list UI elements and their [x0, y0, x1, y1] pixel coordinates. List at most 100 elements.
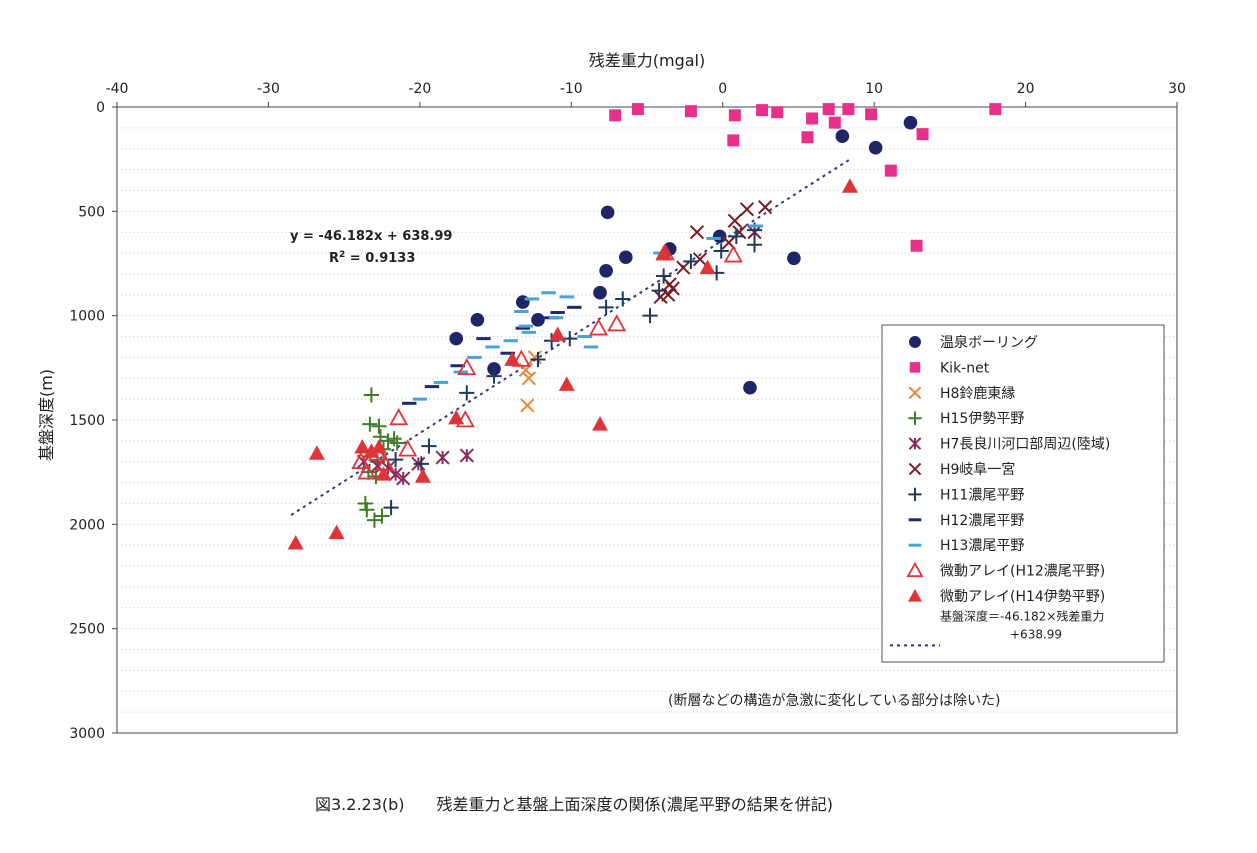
data-point [758, 200, 773, 215]
data-point [363, 443, 380, 458]
data-point [743, 380, 757, 395]
legend-marker [908, 462, 922, 476]
data-point [389, 435, 405, 451]
data-point [600, 205, 615, 220]
y-tick-label: 0 [96, 100, 105, 116]
data-point [558, 376, 575, 391]
data-point [351, 451, 371, 470]
data-point [366, 512, 383, 528]
data-point [435, 450, 450, 465]
legend-label: H7長良川河口部周辺(陸域) [940, 437, 1110, 453]
series-11 [287, 178, 858, 550]
data-point [354, 439, 371, 454]
r-squared-prefix: R [329, 251, 339, 266]
x-axis-ticks: -40 -30 -20 -10 0 10 20 30 [106, 81, 1186, 107]
data-point [692, 252, 708, 267]
data-point [421, 438, 437, 454]
data-point [828, 116, 841, 129]
data-point [841, 178, 858, 193]
series-10 [351, 243, 743, 480]
y-tick-label: 500 [78, 204, 105, 220]
data-point [549, 326, 566, 341]
data-point [521, 371, 536, 386]
data-point [723, 245, 743, 263]
data-point [531, 313, 545, 327]
x-tick-label: 20 [1017, 81, 1035, 97]
data-point [593, 285, 607, 300]
r-squared-value: = 0.9133 [345, 251, 415, 266]
data-point [642, 308, 658, 324]
data-point [689, 225, 705, 240]
data-point [656, 268, 672, 284]
data-points [287, 103, 1002, 550]
r-squared-superscript: 2 [339, 250, 345, 260]
data-point [916, 128, 929, 141]
x-tick-label: -40 [106, 81, 129, 97]
x-tick-label: -30 [257, 81, 280, 97]
legend-label: 微動アレイ(H14伊勢平野) [940, 589, 1105, 605]
y-tick-label: 1000 [69, 309, 105, 325]
data-point [459, 448, 474, 463]
data-point [728, 228, 744, 244]
data-point [631, 103, 644, 116]
data-point [457, 357, 477, 376]
y-tick-label: 2000 [69, 517, 105, 533]
legend-label: H9岐阜一宮 [940, 461, 1015, 478]
data-point [609, 109, 622, 122]
data-point [801, 131, 814, 144]
series-9 [412, 224, 764, 401]
r-squared-label: R2 = 0.9133 [329, 250, 415, 266]
data-point [398, 439, 418, 457]
legend-marker [906, 561, 924, 578]
data-point [713, 243, 729, 259]
data-point [665, 281, 680, 296]
series-1 [449, 115, 918, 395]
data-point [835, 129, 850, 144]
legend-label: H11濃尾平野 [940, 487, 1024, 503]
data-point [712, 229, 727, 244]
data-point [486, 368, 502, 384]
data-point [651, 283, 667, 299]
data-point [676, 260, 691, 275]
data-point [806, 112, 819, 125]
data-point [357, 495, 373, 512]
data-point [598, 299, 614, 315]
data-point [683, 253, 699, 270]
data-point [383, 500, 399, 516]
legend-trendline-label-cont: +638.99 [1010, 627, 1062, 641]
data-point [287, 535, 304, 550]
data-point [308, 445, 325, 460]
data-point [414, 468, 431, 483]
legend-label: H13濃尾平野 [940, 538, 1024, 554]
data-point [470, 313, 485, 327]
data-point [746, 237, 763, 253]
figure-caption: 図3.2.23(b) 残差重力と基盤上面深度の関係(濃尾平野の結果を併記) [315, 795, 833, 814]
data-point [592, 416, 609, 431]
data-point [903, 115, 918, 130]
data-point [448, 409, 465, 425]
data-point [699, 259, 716, 275]
legend-label: 微動アレイ(H12濃尾平野) [940, 564, 1105, 580]
x-tick-label: 30 [1168, 81, 1186, 97]
data-point [619, 250, 633, 265]
data-point [684, 105, 697, 118]
data-point [589, 318, 609, 336]
series-2 [609, 103, 1002, 252]
data-point [396, 471, 411, 486]
legend-marker [908, 487, 922, 502]
data-point [771, 106, 784, 119]
data-point [459, 385, 475, 401]
data-point [362, 416, 378, 432]
legend: 温泉ボーリング Kik-net H8鈴鹿東縁 H15伊勢平野 H7長良川河口部周辺(陸域… [881, 324, 1165, 663]
data-point [739, 202, 755, 217]
legend-marker [908, 589, 922, 602]
data-point [328, 524, 345, 540]
data-point [375, 466, 392, 481]
data-point [599, 264, 613, 278]
data-point [357, 462, 377, 480]
data-point [865, 108, 878, 121]
legend-trendline-label: 基盤深度＝-46.182×残差重力 [940, 608, 1104, 623]
data-point [562, 331, 578, 347]
data-point [910, 239, 923, 252]
